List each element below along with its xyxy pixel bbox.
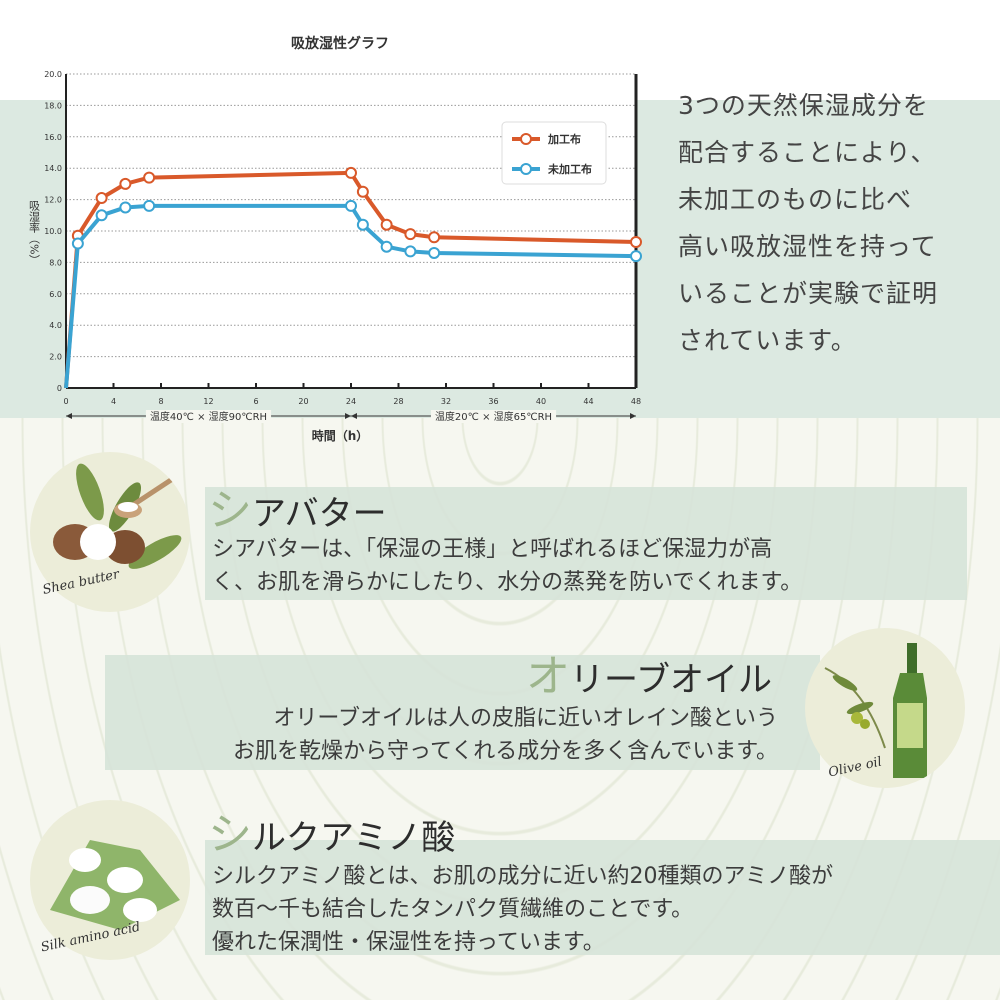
silk-image <box>30 800 190 960</box>
olive-band <box>105 655 820 770</box>
olive-image <box>805 628 965 788</box>
x-tick-label: 20 <box>298 397 308 406</box>
arrow-head <box>630 413 636 419</box>
arrow-head <box>351 413 357 419</box>
y-tick-label: 6.0 <box>49 290 62 299</box>
olive-title-first: オ <box>526 651 571 702</box>
legend-marker <box>520 163 532 175</box>
shea-illustration-icon <box>53 463 182 569</box>
silk-line: 数百～千も結合したタンパク質繊維のことです。 <box>212 897 694 922</box>
silk-cocoon-icon <box>50 840 180 930</box>
data-point <box>380 240 393 253</box>
intro-text: 3つの天然保湿成分を 配合することにより、 未加工のものに比べ 高い吸放湿性を持… <box>678 82 938 364</box>
silk-band <box>205 840 1000 955</box>
x-axis-label: 時間（h） <box>312 428 369 443</box>
silk-title-first: シ <box>208 809 252 860</box>
intro-line: 高い吸放湿性を持って <box>678 232 937 261</box>
y-tick-label: 0 <box>57 384 62 393</box>
x-tick-label: 44 <box>583 397 593 406</box>
arrow-head <box>66 413 72 419</box>
condition-label-2: 温度20℃ × 湿度65℃RH <box>435 410 552 423</box>
data-point <box>630 250 642 263</box>
olive-description: オリーブオイルは人の皮脂に近いオレイン酸という お肌を乾燥から守ってくれる成分を… <box>233 702 778 768</box>
legend-label: 加工布 <box>547 132 581 146</box>
data-point <box>380 218 393 231</box>
legend-marker <box>520 133 532 145</box>
moisture-chart: 吸放湿性グラフ 0 2.0 4.0 6.0 8.0 10.0 12.0 14.0 16.0 18.0… <box>28 35 642 443</box>
data-point <box>356 218 369 231</box>
intro-line: されています。 <box>678 326 857 355</box>
olive-title-rest: リーブオイル <box>570 660 772 700</box>
x-tick-label: 12 <box>203 397 213 406</box>
chart-title: 吸放湿性グラフ <box>291 35 389 52</box>
arrow-head <box>345 413 351 419</box>
shea-title-rest: アバター <box>252 494 387 534</box>
data-point <box>119 177 132 190</box>
x-tick-label: 6 <box>253 397 258 406</box>
data-point <box>428 246 441 259</box>
x-tick-label: 4 <box>111 397 116 406</box>
legend-label: 未加工布 <box>547 162 592 176</box>
data-point <box>345 199 357 212</box>
shea-title: シアバター <box>208 474 387 538</box>
shea-band <box>205 487 967 600</box>
data-point <box>630 235 642 248</box>
intro-line: 配合することにより、 <box>678 138 937 167</box>
y-tick-label: 16.0 <box>44 133 62 142</box>
x-tick-label: 0 <box>63 397 68 406</box>
y-axis-label: 吸湿率（%） <box>28 200 41 265</box>
intro-line: 3つの天然保湿成分を <box>678 91 929 120</box>
x-tick-label: 36 <box>488 397 498 406</box>
shea-line: シアバターは、「保湿の王様」と呼ばれるほど保湿力が高 <box>212 537 773 562</box>
data-point <box>95 192 108 205</box>
shea-image <box>30 452 190 612</box>
label-backdrop <box>145 410 272 423</box>
y-tick-label: 2.0 <box>49 353 62 362</box>
silk-description: シルクアミノ酸とは、お肌の成分に近い約20種類のアミノ酸が 数百～千も結合したタ… <box>212 860 833 959</box>
data-point <box>119 201 132 214</box>
x-tick-label: 48 <box>631 397 641 406</box>
y-tick-label: 4.0 <box>49 321 62 330</box>
x-tick-label: 32 <box>441 397 451 406</box>
x-tick-label: 40 <box>536 397 546 406</box>
intro-line: いることが実験で証明 <box>678 279 939 308</box>
y-tick-label: 8.0 <box>49 258 62 267</box>
olive-line: お肌を乾燥から守ってくれる成分を多く含んでいます。 <box>233 739 778 764</box>
data-point <box>345 166 357 179</box>
silk-line: 優れた保潤性・保湿性を持っています。 <box>212 930 605 955</box>
data-point <box>143 171 156 184</box>
x-tick-label: 24 <box>346 397 356 406</box>
olive-bottle-icon <box>824 643 927 778</box>
olive-line: オリーブオイルは人の皮脂に近いオレイン酸という <box>273 706 778 731</box>
y-tick-label: 12.0 <box>44 196 62 205</box>
data-point <box>356 185 369 198</box>
y-tick-label: 20.0 <box>44 70 62 79</box>
silk-title-rest: ルクアミノ酸 <box>252 818 456 858</box>
shea-title-first: シ <box>208 485 252 536</box>
y-tick-label: 18.0 <box>44 101 62 110</box>
shea-description: シアバターは、「保湿の王様」と呼ばれるほど保湿力が高 く、お肌を滑らかにしたり、… <box>212 533 802 599</box>
y-tick-label: 10.0 <box>44 227 62 236</box>
data-point <box>404 245 417 258</box>
data-point <box>95 209 108 222</box>
olive-title: オリーブオイル <box>526 640 772 704</box>
condition-label-1: 温度40℃ × 湿度90℃RH <box>150 410 267 423</box>
intro-line: 未加工のものに比べ <box>678 185 913 214</box>
silk-line: シルクアミノ酸とは、お肌の成分に近い約20種類のアミノ酸が <box>212 864 834 889</box>
x-tick-label: 28 <box>393 397 403 406</box>
data-point <box>71 237 84 250</box>
data-point <box>404 228 417 241</box>
label-backdrop <box>430 410 557 423</box>
x-tick-label: 8 <box>158 397 163 406</box>
silk-title: シルクアミノ酸 <box>208 798 455 862</box>
data-point <box>428 231 441 244</box>
y-tick-label: 14.0 <box>44 164 62 173</box>
shea-line: く、お肌を滑らかにしたり、水分の蒸発を防いでくれます。 <box>212 570 803 595</box>
data-point <box>143 199 156 212</box>
